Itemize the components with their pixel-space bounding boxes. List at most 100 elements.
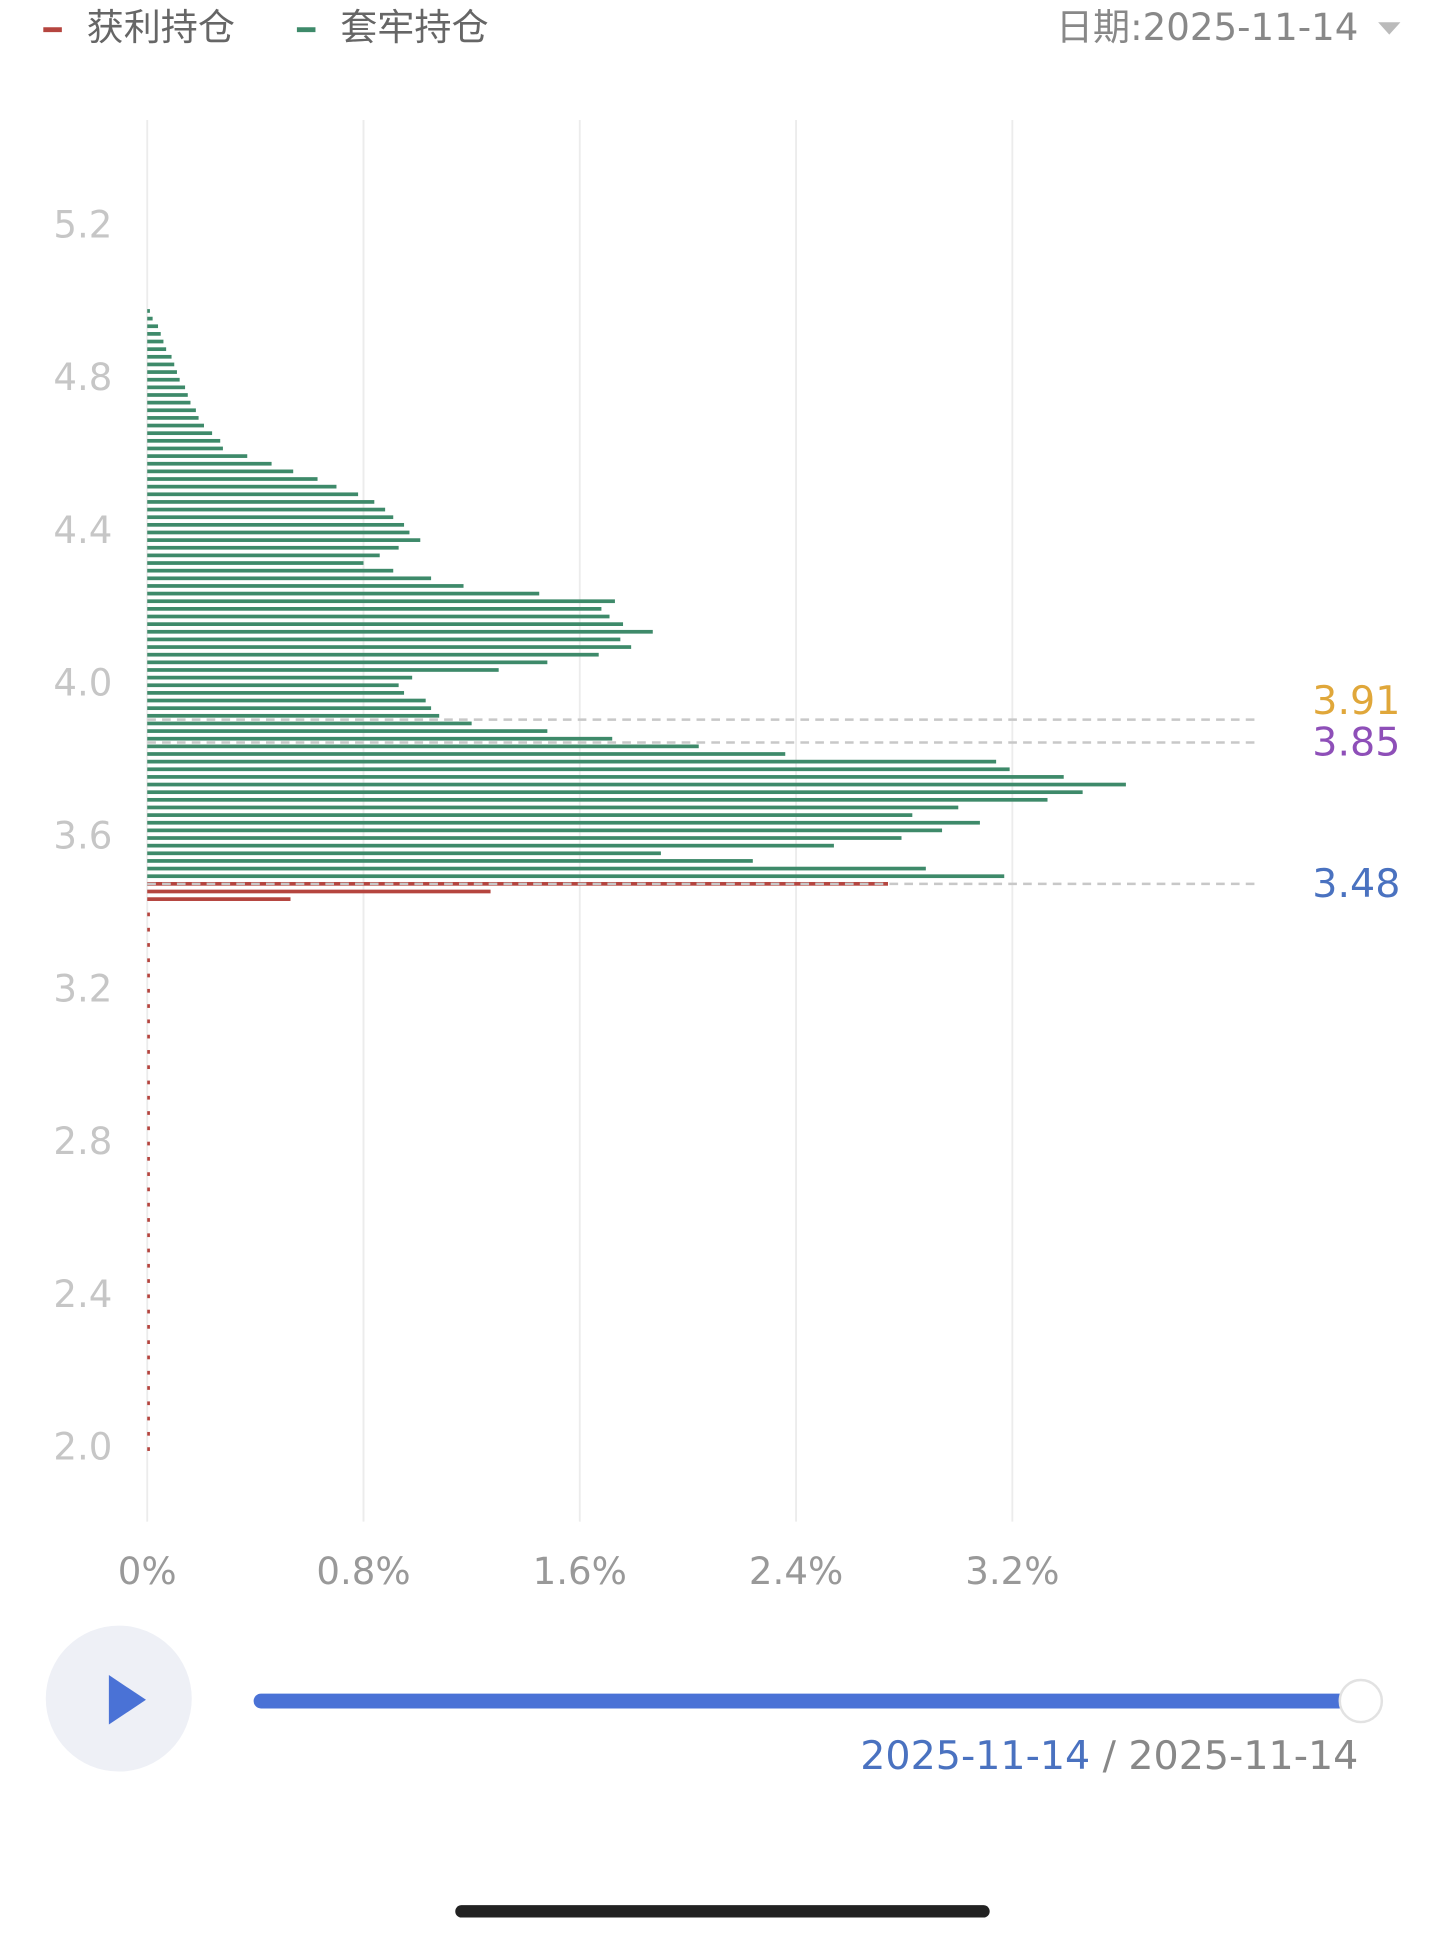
y-tick-label: 2.8	[53, 1120, 112, 1163]
chip-bar	[147, 629, 653, 634]
chip-bar	[147, 637, 621, 642]
x-tick-label: 0%	[118, 1550, 177, 1593]
chip-bar	[147, 1431, 150, 1436]
chip-bar	[147, 721, 472, 726]
price-line-label: 3.91	[1312, 678, 1400, 724]
chip-bar	[147, 820, 980, 825]
chip-bar	[147, 1080, 150, 1085]
chip-bar	[147, 866, 926, 871]
slider-end: 2025-11-14	[1128, 1732, 1358, 1778]
chip-bar	[147, 1111, 150, 1115]
chip-bar	[147, 660, 548, 665]
chip-bar	[147, 958, 150, 963]
y-tick-label: 3.6	[53, 815, 112, 858]
chip-bar	[147, 675, 413, 680]
chip-bar	[147, 339, 164, 344]
chip-bar	[147, 568, 394, 573]
x-tick-label: 1.6%	[533, 1550, 627, 1593]
chip-bar	[147, 1034, 150, 1039]
chip-bar	[147, 897, 291, 901]
chip-bar	[147, 431, 213, 436]
date-label[interactable]: 日期:2025-11-14	[1056, 6, 1358, 49]
chip-bar	[147, 713, 440, 718]
chip-bar	[147, 1309, 150, 1314]
chip-bar	[147, 309, 150, 313]
chip-bar	[147, 767, 1010, 772]
chip-bar	[147, 943, 150, 947]
chip-bar	[147, 408, 196, 413]
y-tick-label: 4.8	[53, 356, 112, 399]
chip-bar	[147, 1447, 150, 1451]
chip-bar	[147, 775, 1064, 779]
chip-bar	[147, 828, 943, 833]
chip-bar	[147, 874, 1005, 879]
chip-bar	[147, 988, 150, 993]
chip-bar	[147, 752, 786, 756]
chip-bar	[147, 1233, 150, 1238]
x-tick-label: 2.4%	[749, 1550, 843, 1593]
y-tick-label: 2.0	[53, 1426, 112, 1469]
chip-bar	[147, 576, 432, 581]
chip-bar	[147, 1172, 150, 1176]
chip-bar	[147, 736, 613, 741]
chip-bar	[147, 416, 199, 420]
chip-bar	[147, 484, 337, 489]
chip-bar	[147, 332, 161, 336]
chip-bar	[147, 706, 432, 711]
chip-bar	[147, 446, 223, 451]
y-tick-label: 4.4	[53, 509, 112, 552]
chip-bar	[147, 973, 150, 978]
chip-bar	[147, 729, 548, 733]
price-line-label: 3.85	[1312, 720, 1400, 766]
chip-bar	[147, 1065, 150, 1070]
chip-bar	[147, 1126, 150, 1131]
chip-bar	[147, 492, 359, 497]
chip-bar	[147, 454, 248, 458]
chip-bar	[147, 591, 540, 596]
chip-bar	[147, 912, 150, 917]
chip-bar	[147, 584, 464, 588]
chip-bar	[147, 881, 888, 886]
chip-bar	[147, 469, 294, 474]
chip-bar	[147, 423, 204, 428]
chip-bar	[147, 507, 386, 512]
chip-bar	[147, 1141, 150, 1146]
chip-bar	[147, 500, 375, 504]
chip-bar	[147, 1202, 150, 1207]
chip-bar	[147, 652, 599, 657]
legend-label: 获利持仓	[87, 6, 235, 49]
slider-knob[interactable]	[1338, 1678, 1384, 1724]
chip-bar	[147, 1294, 150, 1299]
chip-bar	[147, 843, 834, 848]
x-tick-label: 3.2%	[965, 1550, 1059, 1593]
y-tick-label: 4.0	[53, 662, 112, 705]
chip-bar	[147, 607, 602, 611]
chip-bar	[147, 522, 405, 527]
chip-bar	[147, 1187, 150, 1192]
chip-bar	[147, 1386, 150, 1390]
chip-bar	[147, 622, 624, 626]
chip-bar	[147, 782, 1126, 787]
chip-bar	[147, 385, 186, 390]
home-indicator	[455, 1905, 990, 1918]
date-dropdown[interactable]	[1378, 22, 1401, 35]
slider-dates: 2025-11-14/2025-11-14	[860, 1732, 1358, 1778]
play-icon[interactable]	[108, 1675, 146, 1725]
chip-bar	[147, 744, 699, 749]
x-tick-label: 0.8%	[316, 1550, 410, 1593]
chip-bar	[147, 324, 159, 329]
chip-bar	[147, 1416, 150, 1421]
chip-bar	[147, 691, 405, 695]
chip-bar	[147, 859, 753, 863]
chip-bar	[147, 561, 364, 565]
chip-bar	[147, 614, 610, 619]
legend-label: 套牢持仓	[340, 6, 488, 49]
chip-bar	[147, 1095, 150, 1100]
chip-bar	[147, 1050, 150, 1054]
chip-bar	[147, 347, 167, 352]
chip-bar	[147, 1279, 150, 1283]
chip-bar	[147, 515, 394, 520]
chip-bar	[147, 1263, 150, 1268]
